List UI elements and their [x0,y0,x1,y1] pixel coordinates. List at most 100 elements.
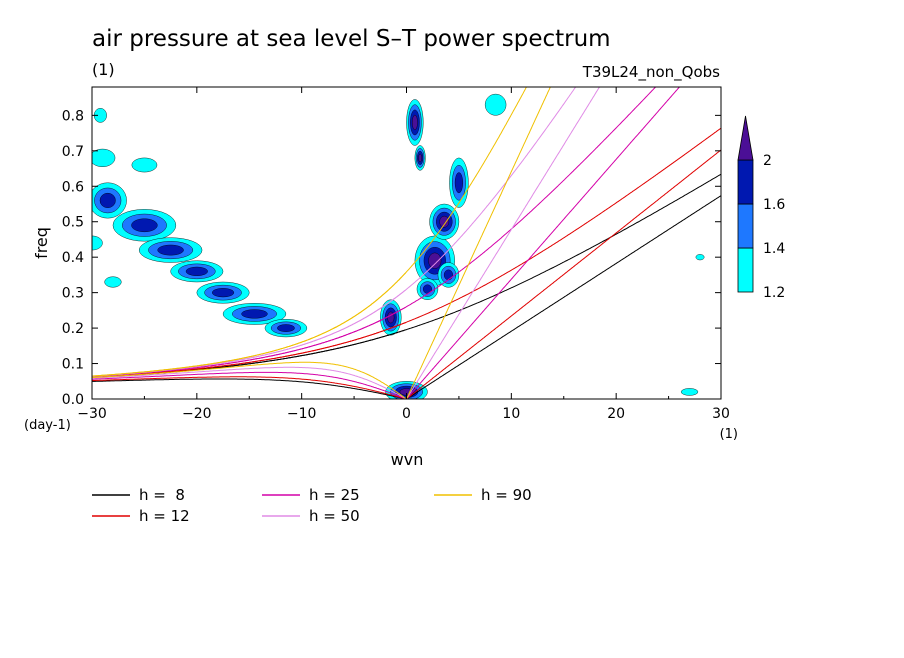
curve-mrg-h25 [92,306,406,378]
curve-mrg-h12 [92,322,406,378]
contour-level-1-2 [131,157,158,173]
contour-level-1-2 [92,235,103,251]
curve-kelvin-h25 [406,87,681,399]
contour-level-1-6 [131,218,158,233]
legend: h = 8 h = 12 h = 25 h = 50 h = 90 [92,486,532,525]
contour-level-1-2 [695,254,705,261]
contour-level-1-6 [454,172,464,194]
x-tick-label: −20 [182,406,212,422]
spectrum-blob [414,145,426,171]
contour-level-1-6 [99,192,116,208]
units-label: (1) [92,60,115,79]
spectrum-blob [406,99,424,146]
legend-label: h = 25 [309,486,360,504]
axes: −30 −20 −10 0 10 20 30 0.0 0.1 0.2 0.3 0.4 0.5 0.6 0.7… [62,87,730,422]
curve-er_n1-h90 [92,361,406,399]
dispersion-curves [92,87,721,399]
y-tick-label: 0.6 [62,179,84,195]
legend-label: h = 50 [309,507,360,525]
spectrum-blob [416,278,439,300]
colorbar-segment [737,203,754,249]
curve-kelvin-h12 [406,149,721,399]
colorbar-label: 1.6 [763,197,785,213]
y-tick-label: 0.3 [62,286,84,302]
spectrum-contours [92,93,705,399]
contour-level-1-6 [157,244,184,256]
x-tick-label: 0 [402,406,411,422]
curve-er_n1-h50 [92,366,406,399]
colorbar: 1.2 1.4 1.6 2 [737,115,785,301]
spectrum-blob [680,388,699,396]
legend-label: h = 12 [139,507,190,525]
x-unit-label: (1) [720,427,738,442]
contour-level-1-6 [277,324,295,332]
colorbar-label: 1.2 [763,285,785,301]
curve-eig_n0-h90 [92,87,528,377]
curve-kelvin-h8 [406,195,721,399]
spectrum-blob [264,319,308,338]
contour-level-1-2 [104,276,122,288]
spectrum-blob [112,209,177,242]
contour-level-2 [439,215,450,228]
contour-level-1-2 [92,148,116,167]
curve-eig_n0-h50 [92,87,577,377]
legend-item: h = 25 [262,486,360,504]
curve-kelvin-h90 [406,87,551,399]
colorbar-label: 1.4 [763,241,785,257]
contour-level-1-6 [185,266,208,276]
legend-item: h = 12 [92,507,190,525]
y-tick-label: 0.8 [62,108,84,124]
spectrum-blob [170,260,224,283]
spectrum-blob [92,235,103,251]
spectrum-blob [380,299,402,336]
x-tick-label: 10 [502,406,520,422]
spectrum-blob [196,281,250,304]
y-unit-label: (day-1) [24,418,71,433]
y-tick-label: 0.0 [62,392,84,408]
x-tick-label: −10 [287,406,317,422]
chart-title: air pressure at sea level S–T power spec… [92,26,611,52]
spectrum-blob [138,237,203,263]
spectrum-blob [131,157,158,173]
contour-level-1-6 [443,269,453,281]
y-tick-label: 0.5 [62,215,84,231]
spectrum-blob [437,262,460,288]
y-tick-label: 0.2 [62,321,84,337]
spectrum-blob [92,148,116,167]
contour-level-1-6 [241,309,268,319]
legend-label: h = 90 [481,486,532,504]
legend-item: h = 90 [434,486,532,504]
curve-mrg-h90 [92,272,406,377]
x-tick-label: 30 [712,406,730,422]
colorbar-segment [737,159,754,205]
contour-level-1-6 [212,288,235,298]
contour-level-2 [418,153,422,163]
spectrum-blob [92,182,127,219]
y-tick-label: 0.4 [62,250,84,266]
legend-item: h = 50 [262,507,360,525]
colorbar-segment [737,247,754,293]
legend-label: h = 8 [139,486,185,504]
contour-level-1-2 [680,388,699,396]
colorbar-extend-triangle [737,115,754,161]
contour-level-2 [428,252,442,269]
spectrum-blob [222,303,287,325]
contour-level-1-2 [484,93,507,116]
x-tick-label: −30 [77,406,107,422]
y-tick-label: 0.7 [62,144,84,160]
x-axis-label: wvn [391,450,424,469]
curve-er_n1-h25 [92,371,406,399]
y-axis-label: freq [32,227,51,259]
curve-kelvin-h50 [406,87,601,399]
curve-er_n1-h12 [92,376,406,399]
spectrum-blob [484,93,507,116]
legend-item: h = 8 [92,486,185,504]
spectrum-blob [104,276,122,288]
colorbar-label: 2 [763,153,772,169]
model-label: T39L24_non_Qobs [582,63,720,82]
y-tick-label: 0.1 [62,357,84,373]
spectrum-blob [695,254,705,261]
spectrum-blob [429,203,460,240]
spectrum-blob [449,157,469,208]
